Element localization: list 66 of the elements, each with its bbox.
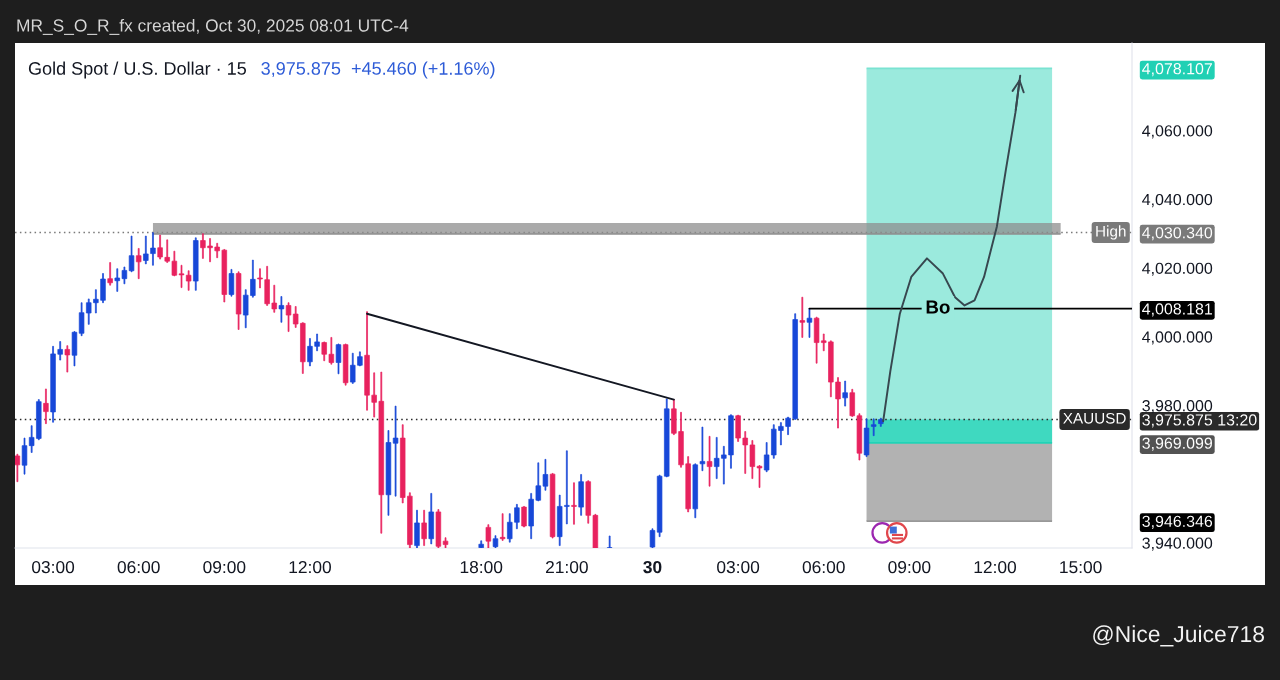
x-tick-label: 30 — [643, 560, 662, 574]
text: 3,975.875 +45.460 (+1.16%) — [261, 61, 495, 79]
y-tick-label: 3,946.346 — [1142, 515, 1213, 529]
text: Gold Spot / U.S. Dollar · 15 — [28, 61, 247, 79]
candlestick — [278, 296, 285, 323]
candlestick — [606, 535, 613, 548]
x-tick-label: 06:00 — [802, 560, 845, 574]
y-tick-label: 3,940.000 — [1142, 537, 1213, 551]
x-tick-label: 03:00 — [717, 560, 760, 574]
ref-line-label: High — [1096, 225, 1126, 240]
x-tick-label: 03:00 — [32, 560, 75, 574]
candlestick — [842, 380, 848, 407]
candlestick — [485, 524, 492, 548]
x-tick-label: 15:00 — [1060, 560, 1102, 574]
y-tick-label: 3,980.000 — [1142, 400, 1213, 414]
ref-line-label: XAUUSD — [1063, 412, 1126, 424]
candlestick — [478, 540, 484, 548]
y-tick-label: 4,008.181 — [1142, 303, 1212, 317]
candlestick — [135, 248, 142, 280]
candlestick — [228, 269, 235, 297]
candlestick — [107, 262, 113, 286]
x-tick-label: 21:00 — [545, 560, 588, 574]
line-series — [882, 74, 1022, 423]
candlestick — [649, 528, 656, 548]
x-tick-label: 18:00 — [460, 560, 503, 574]
candlestick — [571, 482, 577, 525]
candlestick — [335, 343, 342, 375]
candlestick — [421, 509, 427, 546]
candlestick — [43, 388, 49, 424]
candlestick — [492, 535, 499, 548]
candlestick — [756, 465, 763, 488]
y-tick-label: 4,030.340 — [1142, 227, 1213, 241]
candlestick — [699, 426, 706, 472]
candlestick — [235, 271, 242, 330]
candlestick — [863, 418, 870, 457]
candlestick — [806, 308, 813, 338]
candlestick — [499, 513, 506, 541]
candlestick — [392, 405, 399, 497]
candlestick — [64, 345, 71, 373]
x-tick-label: 12:00 — [289, 560, 331, 574]
candlestick — [870, 418, 877, 437]
y-tick-label: 4,000.000 — [1142, 331, 1213, 345]
candlestick — [15, 453, 21, 483]
candlestick — [71, 331, 78, 367]
y-tick-label: 4,060.000 — [1142, 125, 1213, 139]
annotation: Bo — [926, 300, 950, 314]
y-tick-label: 4,040.000 — [1142, 193, 1213, 208]
candlestick — [706, 436, 713, 487]
candlestick — [385, 430, 392, 516]
y-tick-label: 4,020.000 — [1142, 262, 1213, 276]
candlestick — [578, 474, 584, 516]
y-tick-label: 3,969.099 — [1142, 437, 1213, 451]
x-tick-label: 12:00 — [974, 560, 1017, 574]
text: MR_S_O_R_fx created, Oct 30, 2025 08:01 UTC-4 — [17, 18, 409, 35]
candlestick — [428, 493, 434, 545]
candlestick — [799, 296, 806, 338]
text: @Nice_Juice718 — [1093, 625, 1265, 647]
y-tick-label: 4,078.107 — [1142, 63, 1212, 77]
candlestick — [414, 509, 420, 548]
candlestick — [521, 506, 527, 528]
x-tick-label: 06:00 — [117, 560, 160, 574]
candlestick — [128, 235, 135, 273]
candlestick — [442, 537, 449, 548]
x-tick-label: 09:00 — [888, 560, 931, 574]
y-tick-label: 3,975.875 13:20 — [1142, 414, 1257, 428]
x-tick-label: 09:00 — [203, 560, 246, 574]
